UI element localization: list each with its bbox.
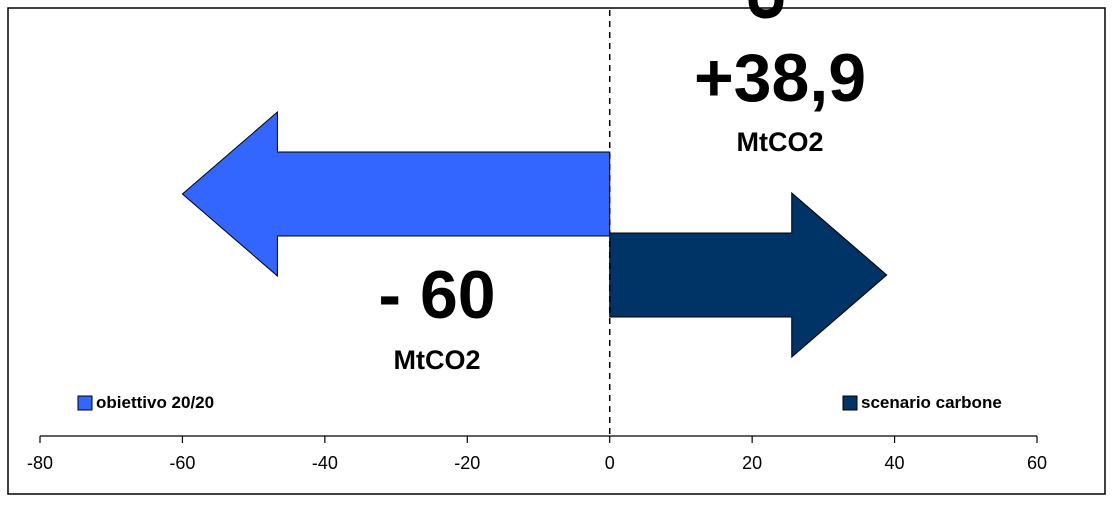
value-label: +38,9	[694, 40, 866, 116]
chart-frame	[7, 7, 1106, 495]
value-label-layer: - 60 MtCO2 +38,9 MtCO2	[378, 40, 866, 375]
legend-swatch	[842, 395, 858, 411]
x-tick-label: 20	[742, 453, 762, 473]
legend-label: obiettivo 20/20	[96, 393, 214, 412]
arrow-layer	[181, 110, 888, 359]
x-tick-label: -40	[312, 453, 338, 473]
x-tick-label: 0	[605, 453, 615, 473]
arrow-negative	[181, 110, 611, 278]
x-tick-label: -20	[454, 453, 480, 473]
x-tick-label: -80	[27, 453, 53, 473]
x-axis: -80 -60 -40 -20 0 20 40 60	[27, 435, 1047, 473]
x-tick-label: 60	[1027, 453, 1047, 473]
unit-label: MtCO2	[737, 127, 824, 157]
legend-layer: obiettivo 20/20 scenario carbone	[77, 393, 1002, 412]
unit-label: MtCO2	[394, 345, 481, 375]
x-tick-label: -60	[169, 453, 195, 473]
legend-swatch	[77, 395, 93, 411]
legend-label: scenario carbone	[861, 393, 1002, 412]
title-fragment	[748, 0, 784, 19]
arrow-positive	[609, 191, 888, 359]
value-label: - 60	[378, 257, 495, 333]
x-tick-label: 40	[885, 453, 905, 473]
